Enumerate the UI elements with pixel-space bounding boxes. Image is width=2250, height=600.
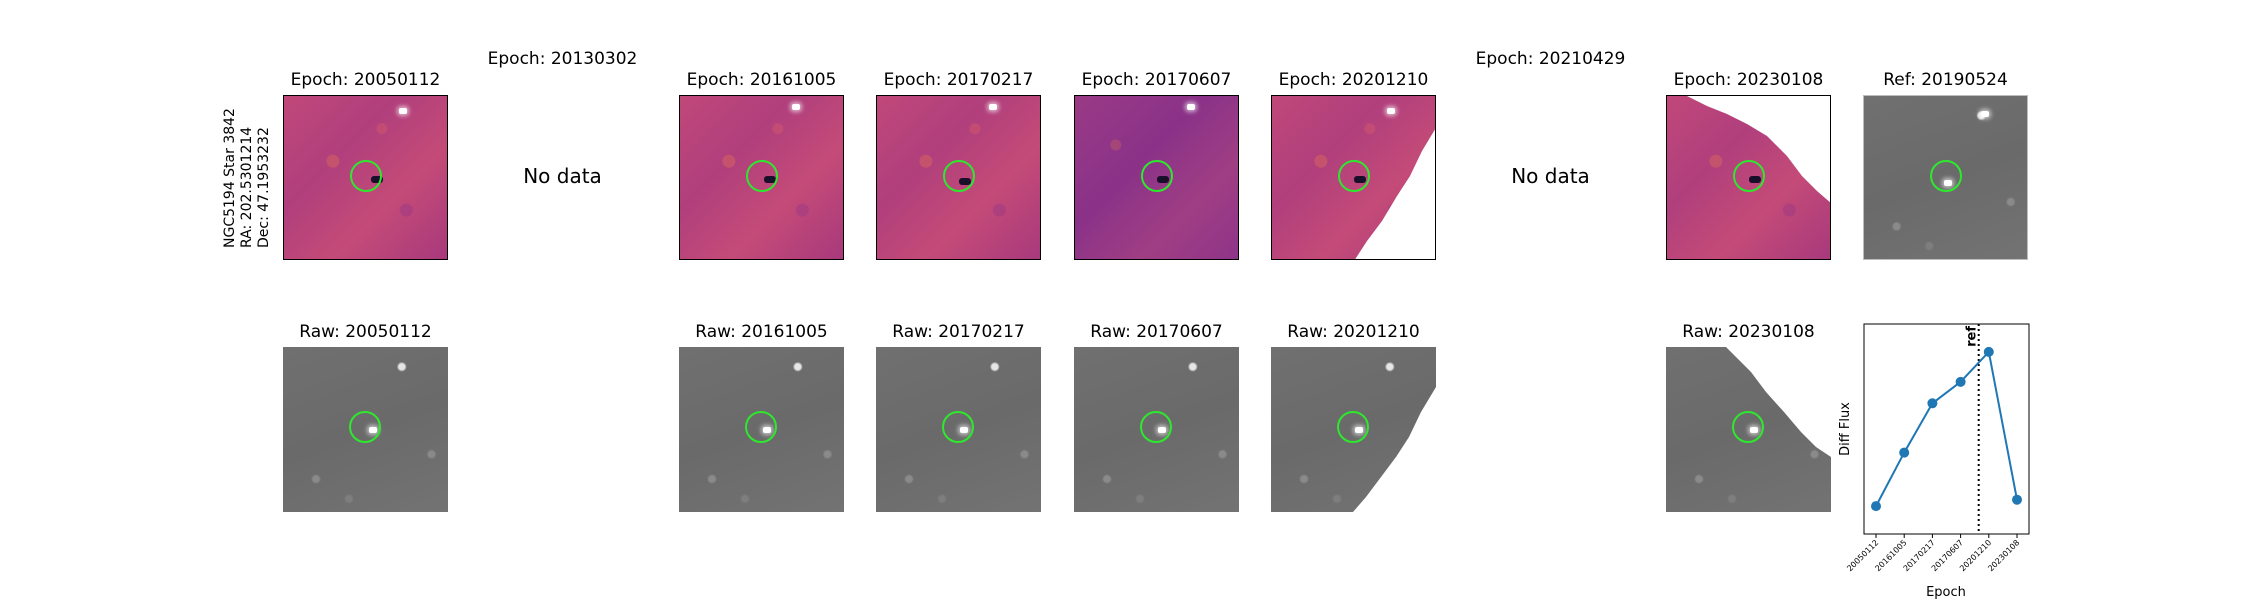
target-circle (942, 411, 974, 443)
target-circle (1930, 160, 1962, 192)
diff-flux-line (1875, 349, 2018, 507)
diff-title-20210429: Epoch: 20210429 (1475, 49, 1626, 69)
diff-image-20230108 (1666, 95, 1831, 260)
diff-image-20161005 (679, 95, 844, 260)
diff-title-20161005: Epoch: 20161005 (686, 70, 837, 90)
raw-image-20161005 (679, 347, 844, 512)
target-circle (1733, 160, 1765, 192)
target-circle (1140, 411, 1172, 443)
ref-line-label: ref (1965, 326, 1980, 347)
data-point (1871, 501, 1881, 512)
data-point (1983, 346, 1994, 357)
no-coverage-mask (1726, 347, 1831, 457)
target-circle (1338, 160, 1370, 192)
diff-image-20170607 (1074, 95, 1239, 260)
raw-image-20170217 (876, 347, 1041, 512)
target-circle (1337, 411, 1369, 443)
no-coverage-mask (1353, 387, 1436, 512)
ref-title: Ref: 20190524 (1883, 70, 2008, 90)
ref-image-20190524 (1863, 95, 2028, 260)
diff-title-20050112: Epoch: 20050112 (290, 70, 441, 90)
data-point (1899, 447, 1910, 458)
no-data-20210429: No data (1511, 164, 1590, 188)
data-point (1927, 398, 1938, 409)
target-circle (746, 160, 778, 192)
diff-image-20170217 (876, 95, 1041, 260)
raw-title-20201210: Raw: 20201210 (1287, 322, 1420, 342)
x-axis-label: Epoch (1926, 585, 1966, 600)
raw-title-20161005: Raw: 20161005 (695, 322, 828, 342)
raw-title-20170607: Raw: 20170607 (1090, 322, 1223, 342)
star-info-label: NGC5194 Star 3842 RA: 202.5301214 Dec: 4… (222, 108, 273, 248)
raw-image-20230108 (1666, 347, 1831, 512)
diff-image-20201210 (1271, 95, 1436, 260)
no-data-20130302: No data (523, 164, 602, 188)
no-coverage-mask (1687, 96, 1830, 203)
diff-title-20201210: Epoch: 20201210 (1278, 70, 1429, 90)
data-point (2012, 494, 2022, 505)
target-circle (943, 160, 975, 192)
no-coverage-mask (1355, 129, 1435, 259)
target-circle (745, 411, 777, 443)
diff-title-20170607: Epoch: 20170607 (1081, 70, 1232, 90)
star-ra: RA: 202.5301214 (239, 126, 255, 248)
raw-title-20230108: Raw: 20230108 (1682, 322, 1815, 342)
raw-image-20201210 (1271, 347, 1436, 512)
light-curve-chart: 2005011220161005201702172017060720201210… (1838, 323, 2030, 600)
plot-frame (1863, 323, 2030, 535)
target-circle (349, 411, 381, 443)
raw-title-20050112: Raw: 20050112 (299, 322, 432, 342)
diff-title-20170217: Epoch: 20170217 (883, 70, 1034, 90)
star-dec: Dec: 47.1953232 (256, 127, 272, 248)
diff-image-20050112 (283, 95, 448, 260)
raw-image-20170607 (1074, 347, 1239, 512)
raw-title-20170217: Raw: 20170217 (892, 322, 1025, 342)
raw-image-20050112 (283, 347, 448, 512)
diff-title-20230108: Epoch: 20230108 (1673, 70, 1824, 90)
star-name: NGC5194 Star 3842 (222, 108, 238, 248)
target-circle (1732, 411, 1764, 443)
y-axis-label: Diff Flux (1838, 402, 1853, 456)
target-circle (350, 160, 382, 192)
data-point (1955, 376, 1966, 387)
target-circle (1141, 160, 1173, 192)
diff-title-20130302: Epoch: 20130302 (487, 49, 638, 69)
